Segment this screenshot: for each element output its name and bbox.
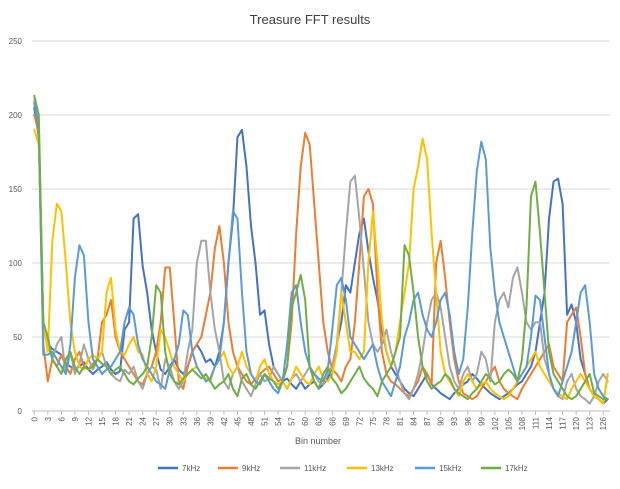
x-tick-label: 63 bbox=[315, 416, 324, 425]
x-tick-label: 33 bbox=[179, 416, 188, 425]
legend-label: 9kHz bbox=[242, 464, 260, 473]
x-tick-label: 105 bbox=[504, 416, 513, 430]
x-tick-label: 84 bbox=[410, 416, 419, 425]
x-tick-label: 87 bbox=[423, 416, 432, 425]
series-lines bbox=[33, 94, 609, 405]
x-tick-label: 51 bbox=[261, 416, 270, 425]
legend-label: 11kHz bbox=[304, 464, 326, 473]
legend-label: 15kHz bbox=[439, 464, 462, 473]
y-axis-ticks: 0 50 100 150 200 250 bbox=[9, 37, 23, 416]
y-tick-label: 250 bbox=[9, 37, 23, 46]
y-tick-label: 150 bbox=[9, 185, 23, 194]
x-tick-label: 108 bbox=[518, 416, 527, 430]
x-tick-label: 3 bbox=[44, 416, 53, 421]
x-tick-label: 6 bbox=[57, 416, 66, 421]
x-tick-label: 126 bbox=[599, 416, 608, 430]
x-tick-label: 12 bbox=[84, 416, 93, 425]
x-axis-ticks: 0 3 6 9 12 15 18 21 24 27 30 33 36 39 42 45 48 51 54 57 60 63… bbox=[30, 411, 608, 430]
x-tick-label: 75 bbox=[369, 416, 378, 425]
series-line-13kHz bbox=[33, 128, 609, 405]
x-tick-label: 72 bbox=[355, 416, 364, 425]
x-tick-label: 21 bbox=[125, 416, 134, 425]
y-tick-label: 100 bbox=[9, 259, 23, 268]
x-axis-title: Bin number bbox=[295, 436, 341, 446]
series-line-9kHz bbox=[33, 114, 609, 405]
x-tick-label: 54 bbox=[274, 416, 283, 425]
x-tick-label: 93 bbox=[450, 416, 459, 425]
x-tick-label: 9 bbox=[71, 416, 80, 421]
x-tick-label: 96 bbox=[464, 416, 473, 425]
x-tick-label: 36 bbox=[193, 416, 202, 425]
y-tick-label: 50 bbox=[13, 333, 22, 342]
x-tick-label: 69 bbox=[342, 416, 351, 425]
x-tick-label: 117 bbox=[559, 416, 568, 429]
x-tick-label: 18 bbox=[112, 416, 121, 425]
legend: 7kHz 9kHz 11kHz 13kHz 15kHz 17kHz bbox=[158, 464, 528, 473]
x-tick-label: 114 bbox=[545, 416, 554, 429]
x-tick-label: 90 bbox=[437, 416, 446, 425]
x-tick-label: 30 bbox=[166, 416, 175, 425]
x-tick-label: 81 bbox=[396, 416, 405, 425]
legend-label: 17kHz bbox=[505, 464, 528, 473]
x-tick-label: 57 bbox=[288, 416, 297, 425]
x-tick-label: 27 bbox=[152, 416, 161, 425]
x-tick-label: 0 bbox=[30, 416, 39, 421]
x-tick-label: 39 bbox=[206, 416, 215, 425]
x-tick-label: 66 bbox=[328, 416, 337, 425]
x-tick-label: 123 bbox=[586, 416, 595, 430]
x-tick-label: 99 bbox=[477, 416, 486, 425]
x-tick-label: 78 bbox=[382, 416, 391, 425]
legend-label: 13kHz bbox=[371, 464, 394, 473]
x-tick-label: 120 bbox=[572, 416, 581, 430]
x-tick-label: 15 bbox=[98, 416, 107, 425]
x-tick-label: 24 bbox=[139, 416, 148, 425]
x-tick-label: 45 bbox=[233, 416, 242, 425]
series-line-17kHz bbox=[33, 94, 609, 401]
x-tick-label: 60 bbox=[301, 416, 310, 425]
chart-title: Treasure FFT results bbox=[250, 12, 371, 27]
y-tick-label: 0 bbox=[18, 407, 23, 416]
x-tick-label: 102 bbox=[491, 416, 500, 430]
x-tick-label: 111 bbox=[531, 416, 540, 429]
x-tick-label: 48 bbox=[247, 416, 256, 425]
y-tick-label: 200 bbox=[9, 111, 23, 120]
legend-label: 7kHz bbox=[182, 464, 200, 473]
x-tick-label: 42 bbox=[220, 416, 229, 425]
grid-lines bbox=[32, 40, 610, 412]
